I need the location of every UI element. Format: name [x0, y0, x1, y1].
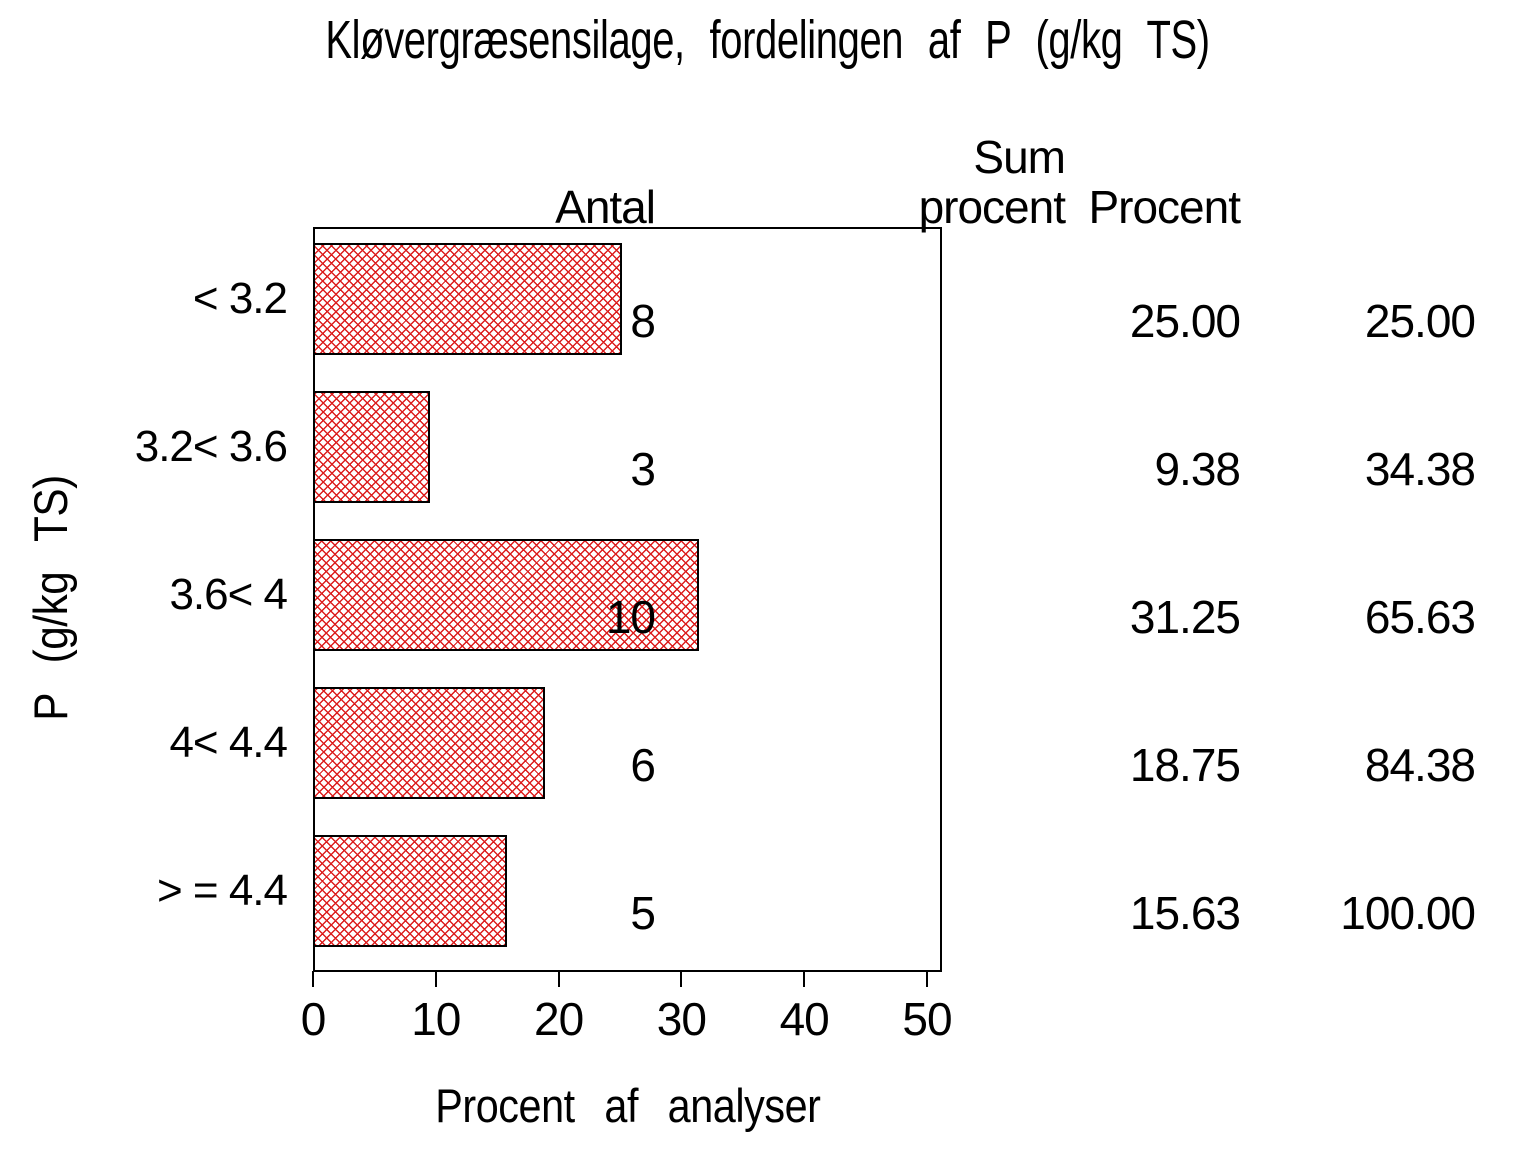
cell-sum-procent: 65.63: [1364, 591, 1476, 643]
column-header-procent: Procent: [1088, 181, 1241, 233]
cell-antal: 5: [630, 887, 656, 939]
bar-> = 4.4: [313, 835, 507, 947]
cell-antal: 10: [605, 591, 656, 643]
column-header-antal: Antal: [555, 181, 656, 233]
column-header-sum-line2: procent: [918, 181, 1066, 233]
x-tick: [680, 971, 683, 987]
cell-antal: 6: [630, 739, 656, 791]
cell-antal: 3: [630, 443, 656, 495]
category-label: 3.2< 3.6: [134, 422, 288, 471]
plot-area: [313, 227, 942, 972]
x-tick: [926, 971, 928, 987]
column-header-sum-line1: Sum: [973, 131, 1066, 183]
x-tick: [434, 971, 437, 987]
cell-procent: 31.25: [1129, 591, 1241, 643]
bar-< 3.2: [313, 243, 622, 355]
cell-procent: 9.38: [1154, 443, 1241, 495]
cell-sum-procent: 100.00: [1340, 887, 1476, 939]
x-tick-label: 50: [902, 993, 952, 1045]
x-tick-label: 40: [779, 993, 830, 1045]
x-axis-title-text: Procent af analyser: [434, 1079, 821, 1132]
x-tick-label: 20: [534, 993, 584, 1045]
x-tick: [803, 971, 806, 987]
chart-title-text: Kløvergræsensilage, fordelingen af P (g/…: [325, 10, 1211, 70]
cell-sum-procent: 25.00: [1364, 295, 1476, 347]
cell-sum-procent: 34.38: [1364, 443, 1476, 495]
x-tick-label: 10: [411, 993, 461, 1045]
x-axis-title: Procent af analyser: [313, 1078, 942, 1146]
bar-4< 4.4: [313, 687, 546, 799]
bar-3.2< 3.6: [313, 391, 431, 503]
x-tick-label: 0: [300, 993, 327, 1045]
cell-antal: 8: [630, 295, 656, 347]
x-tick: [557, 971, 560, 987]
x-tick: [312, 971, 314, 987]
category-label: 3.6< 4: [169, 570, 288, 619]
category-label: > = 4.4: [156, 866, 288, 915]
cell-sum-procent: 84.38: [1364, 739, 1476, 791]
bar-3.6< 4: [313, 539, 699, 651]
x-tick-label: 30: [656, 993, 707, 1045]
cell-procent: 18.75: [1129, 739, 1241, 791]
category-label: < 3.2: [192, 274, 288, 323]
chart-title: Kløvergræsensilage, fordelingen af P (g/…: [0, 6, 1536, 88]
cell-procent: 25.00: [1129, 295, 1241, 347]
cell-procent: 15.63: [1129, 887, 1241, 939]
category-label: 4< 4.4: [169, 718, 288, 767]
